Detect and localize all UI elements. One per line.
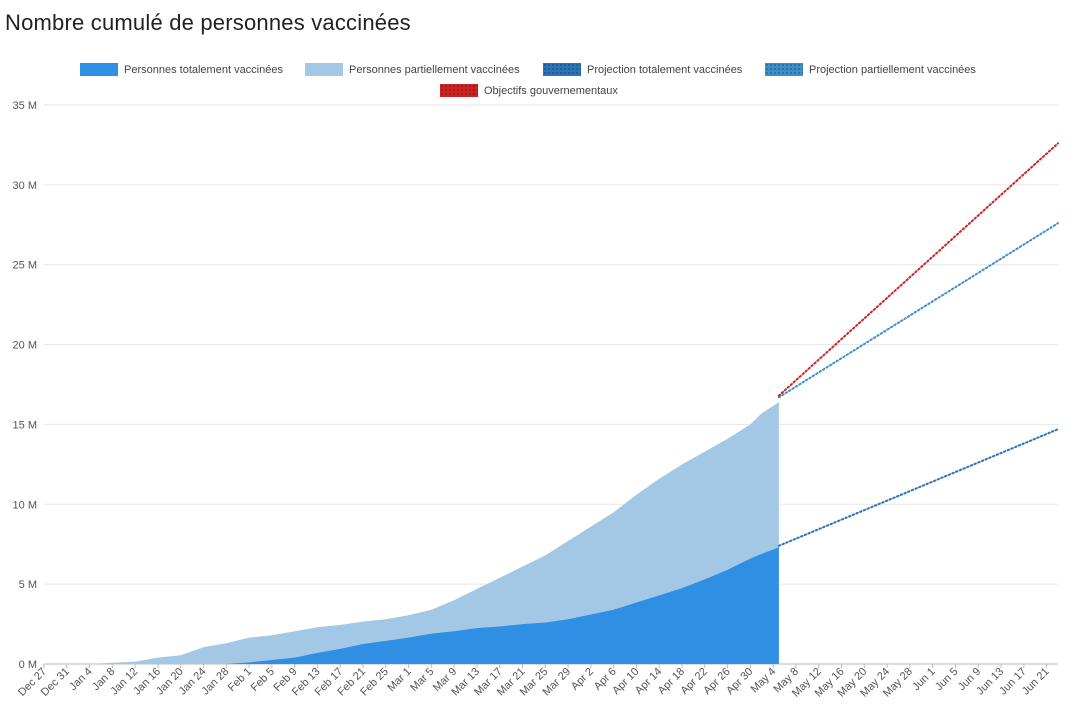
legend-swatch-proj-fully [543, 63, 581, 76]
x-tick-label: Mar 5 [408, 666, 436, 694]
legend-swatch-proj-partial [765, 63, 803, 76]
y-tick-label: 25 M [13, 260, 37, 272]
y-tick-label: 30 M [13, 180, 37, 192]
area-partially-vaccinated [44, 402, 779, 664]
legend-item-fully[interactable]: Personnes totalement vaccinées [80, 63, 283, 76]
x-tick-label: May 4 [749, 666, 779, 696]
y-tick-label: 20 M [13, 340, 37, 352]
legend-label-objectives: Objectifs gouvernementaux [484, 84, 618, 97]
x-tick-label: Feb 5 [249, 666, 277, 694]
y-tick-label: 5 M [19, 579, 37, 591]
legend-swatch-partial [305, 63, 343, 76]
legend-swatch-fully [80, 63, 118, 76]
chart-areas [44, 402, 779, 664]
x-tick-label: Mar 1 [385, 666, 413, 694]
legend-item-proj-partial[interactable]: Projection partiellement vaccinées [765, 63, 976, 76]
y-tick-label: 15 M [13, 419, 37, 431]
legend-item-objectives[interactable]: Objectifs gouvernementaux [440, 84, 618, 97]
y-axis-ticks: 0 M 5 M 10 M 15 M 20 M 25 M 30 M 35 M [13, 100, 37, 671]
legend-item-partial[interactable]: Personnes partiellement vaccinées [305, 63, 520, 76]
y-tick-label: 35 M [13, 100, 37, 112]
y-tick-label: 0 M [19, 659, 37, 671]
chart-title: Nombre cumulé de personnes vaccinées [5, 10, 411, 35]
x-tick-label: Apr 2 [569, 666, 596, 693]
legend-label-fully: Personnes totalement vaccinées [124, 63, 283, 76]
x-tick-label: Jun 1 [910, 666, 938, 694]
legend-label-proj-partial: Projection partiellement vaccinées [809, 63, 976, 76]
chart-legend: Personnes totalement vaccinées Personnes… [0, 60, 1080, 104]
y-tick-label: 10 M [13, 499, 37, 511]
x-tick-label: Jun 5 [933, 666, 961, 694]
line-projection-partial [777, 222, 1059, 399]
legend-swatch-objectives [440, 84, 478, 97]
line-government-objectives [777, 142, 1059, 397]
area-fully-vaccinated [44, 547, 779, 664]
legend-label-partial: Personnes partiellement vaccinées [349, 63, 520, 76]
legend-label-proj-fully: Projection totalement vaccinées [587, 63, 743, 76]
legend-item-proj-fully[interactable]: Projection totalement vaccinées [543, 63, 742, 76]
x-tick-label: Jan 4 [67, 666, 95, 694]
chart-projection-lines [777, 142, 1059, 547]
line-projection-fully [777, 428, 1059, 547]
x-tick-label: Feb 1 [226, 666, 254, 694]
